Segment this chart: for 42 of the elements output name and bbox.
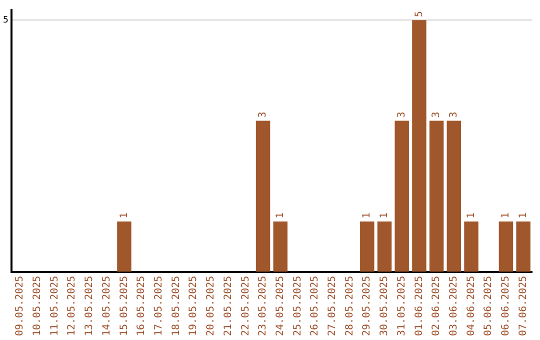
data-label: 1 xyxy=(466,212,477,218)
x-tick-label: 06.06.2025 xyxy=(500,276,512,336)
x-tick-label: 09.05.2025 xyxy=(14,276,26,336)
x-tick-label: 26.05.2025 xyxy=(310,276,321,336)
x-tick-label: 12.05.2025 xyxy=(66,276,78,336)
x-tick-label: 30.05.2025 xyxy=(379,276,390,336)
data-label: 1 xyxy=(118,212,130,218)
data-label: 3 xyxy=(258,112,269,118)
x-tick-label: 04.06.2025 xyxy=(466,276,477,336)
x-tick-label: 13.05.2025 xyxy=(84,276,96,336)
data-label: 1 xyxy=(362,212,373,218)
x-tick-label: 02.06.2025 xyxy=(431,276,442,336)
data-label: 1 xyxy=(274,212,286,218)
x-tick-label: 05.06.2025 xyxy=(483,276,494,336)
x-tick-label: 22.05.2025 xyxy=(240,276,252,336)
x-tick-label: 25.05.2025 xyxy=(292,276,304,336)
x-tick-label: 31.05.2025 xyxy=(396,276,408,336)
x-tick-label: 20.05.2025 xyxy=(206,276,217,336)
x-tick-label: 11.05.2025 xyxy=(49,276,60,336)
data-label: 1 xyxy=(518,212,529,218)
x-tick-label: 07.06.2025 xyxy=(518,276,529,336)
x-tick-label: 18.05.2025 xyxy=(170,276,182,336)
data-label: 3 xyxy=(396,112,408,118)
data-label: 3 xyxy=(448,112,460,118)
x-tick-label: 28.05.2025 xyxy=(344,276,356,336)
x-tick-label: 23.05.2025 xyxy=(258,276,269,336)
x-tick-label: 14.05.2025 xyxy=(101,276,112,336)
data-label: 1 xyxy=(379,212,390,218)
x-tick-label: 01.06.2025 xyxy=(414,276,425,336)
x-tick-label: 03.06.2025 xyxy=(448,276,460,336)
data-label: 5 xyxy=(414,11,425,18)
x-tick-label: 15.05.2025 xyxy=(118,276,130,336)
x-tick-label: 17.05.2025 xyxy=(154,276,165,336)
data-label: 3 xyxy=(431,112,442,118)
x-tick-label: 29.05.2025 xyxy=(362,276,373,336)
x-tick-label: 16.05.2025 xyxy=(136,276,148,336)
x-tick-label: 21.05.2025 xyxy=(222,276,234,336)
data-label: 1 xyxy=(500,212,512,218)
x-tick-label: 19.05.2025 xyxy=(188,276,200,336)
x-tick-label: 24.05.2025 xyxy=(274,276,286,336)
x-tick-label: 10.05.2025 xyxy=(32,276,44,336)
x-tick-label: 27.05.2025 xyxy=(327,276,338,336)
